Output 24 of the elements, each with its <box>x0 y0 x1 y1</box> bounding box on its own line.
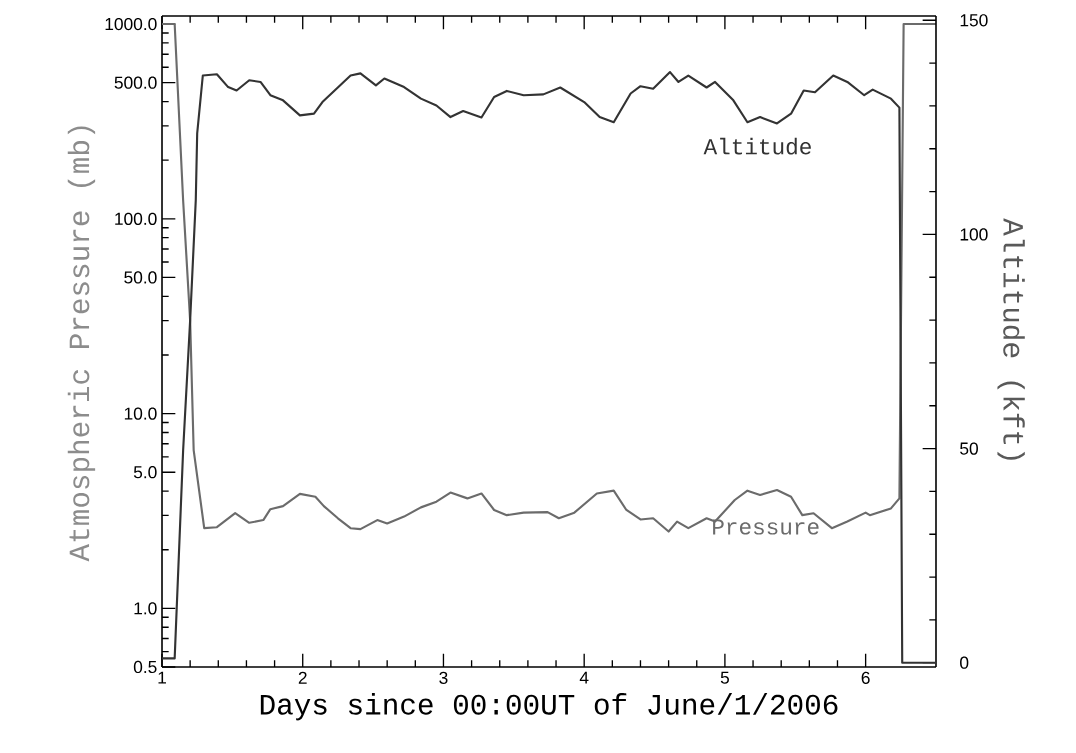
series-label: Altitude <box>703 137 811 155</box>
y-tick-label: 500.0 <box>114 76 157 89</box>
line-series <box>160 22 938 533</box>
y2-axis-title: Altitude (kft) <box>997 218 1025 460</box>
x-tick-label: 1 <box>158 671 166 684</box>
y-tick-label: 100.0 <box>115 212 157 225</box>
x-tick-label: 5 <box>720 671 729 684</box>
y-tick-label: 10.0 <box>124 407 157 420</box>
y-tick-label: 1.0 <box>134 602 157 615</box>
x-tick-label: 3 <box>439 671 448 684</box>
y2-tick-label: 100 <box>960 228 988 241</box>
x-axis-title: Days since 00:00UT of June/1/2006 <box>260 693 838 721</box>
y2-tick-label: 150 <box>960 14 988 27</box>
y-tick-label: 0.5 <box>133 660 157 674</box>
y-tick-label: 1000.0 <box>105 17 157 31</box>
y2-tick-label: 50 <box>960 442 978 455</box>
x-tick-label: 4 <box>579 671 589 684</box>
series-label: Pressure <box>713 519 819 535</box>
y2-tick-label: 0 <box>960 656 969 669</box>
x-tick-label: 6 <box>861 671 870 684</box>
y-tick-label: 5.0 <box>133 466 157 479</box>
y-tick-label: 50.0 <box>124 271 157 284</box>
x-tick-label: 2 <box>298 671 307 684</box>
y-axis-title: Atmospheric Pressure (mb) <box>67 126 96 562</box>
